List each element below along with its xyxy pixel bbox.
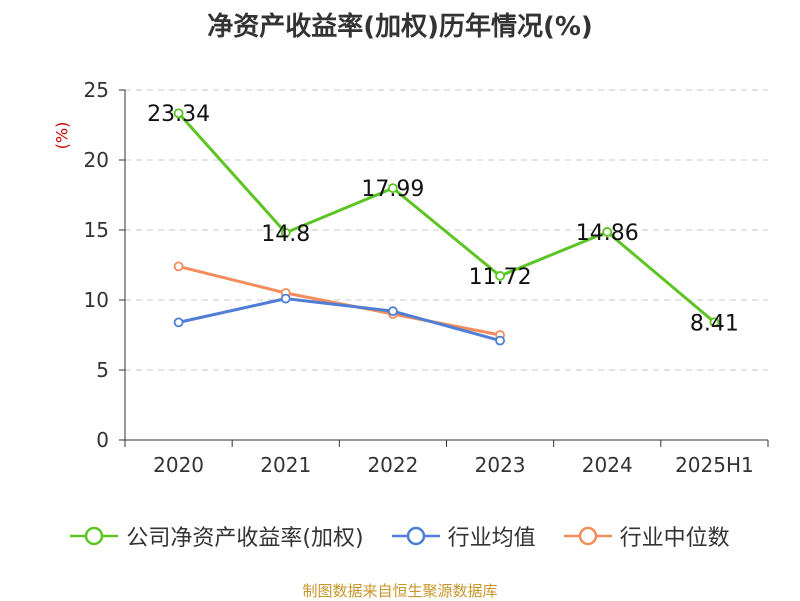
legend-marker-icon [391,526,440,546]
y-tick-label-20: 20 [84,148,109,172]
source-note: 制图数据来自恒生聚源数据库 [302,582,498,600]
legend-item-1[interactable]: 行业均值 [391,520,536,552]
legend-label: 行业均值 [447,526,536,551]
legend-item-0[interactable]: 公司净资产收益率(加权) [70,520,364,552]
legend-marker-icon [70,526,119,546]
y-tick-label-0: 0 [96,428,109,452]
data-label-2020: 23.34 [147,102,210,127]
series-0-point-2022 [388,183,398,194]
data-label-2023: 11.72 [469,265,532,290]
axis-layer: 0 5 10 15 20 25 2020 2021 2022 2023 2024 2025H1 [84,78,769,477]
legend: 公司净资产收益率(加权) 行业均值 行业中位数 [0,520,800,552]
legend-label: 公司净资产收益率(加权) [126,526,364,551]
x-tick-label-2021: 2021 [260,453,311,477]
x-tick-label-2024: 2024 [582,453,633,477]
data-label-2021: 14.8 [261,222,310,247]
data-label-2022: 17.99 [361,177,424,202]
legend-label: 行业中位数 [619,526,730,551]
series-0-point-2023 [495,271,505,281]
chart-title: 净资产收益率(加权)历年情况(%) [207,12,593,42]
y-tick-label-10: 10 [84,288,109,312]
x-tick-label-2025H1: 2025H1 [675,453,754,477]
y-tick-label-15: 15 [84,218,109,242]
x-tick-label-2022: 2022 [367,453,418,477]
legend-item-2[interactable]: 行业中位数 [563,520,730,552]
series-line-1 [178,297,501,343]
y-tick-label-25: 25 [84,78,109,102]
grid-layer [125,89,768,371]
legend-marker-icon [563,526,612,546]
series-0-point-2020 [173,108,184,119]
series-2-point-2020 [173,261,184,272]
series-1-point-2022 [388,306,398,317]
x-tick-label-2020: 2020 [153,453,204,477]
series-0-point-2025H1 [709,317,720,328]
series-1-point-2023 [495,335,505,346]
y-tick-label-5: 5 [96,358,109,382]
series-1-point-2020 [173,317,184,328]
series-layer [173,108,720,346]
series-line-0 [177,112,716,324]
series-0-point-2021 [280,227,291,238]
x-tick-label-2023: 2023 [475,453,526,477]
data-label-2024: 14.86 [576,221,639,246]
series-line-2 [178,264,501,337]
series-1-point-2021 [280,293,291,304]
data-label-layer: 23.34 14.8 17.99 11.72 14.86 8.41 [147,102,739,336]
data-label-2025H1: 8.41 [690,311,739,336]
series-0-point-2024 [602,227,613,237]
